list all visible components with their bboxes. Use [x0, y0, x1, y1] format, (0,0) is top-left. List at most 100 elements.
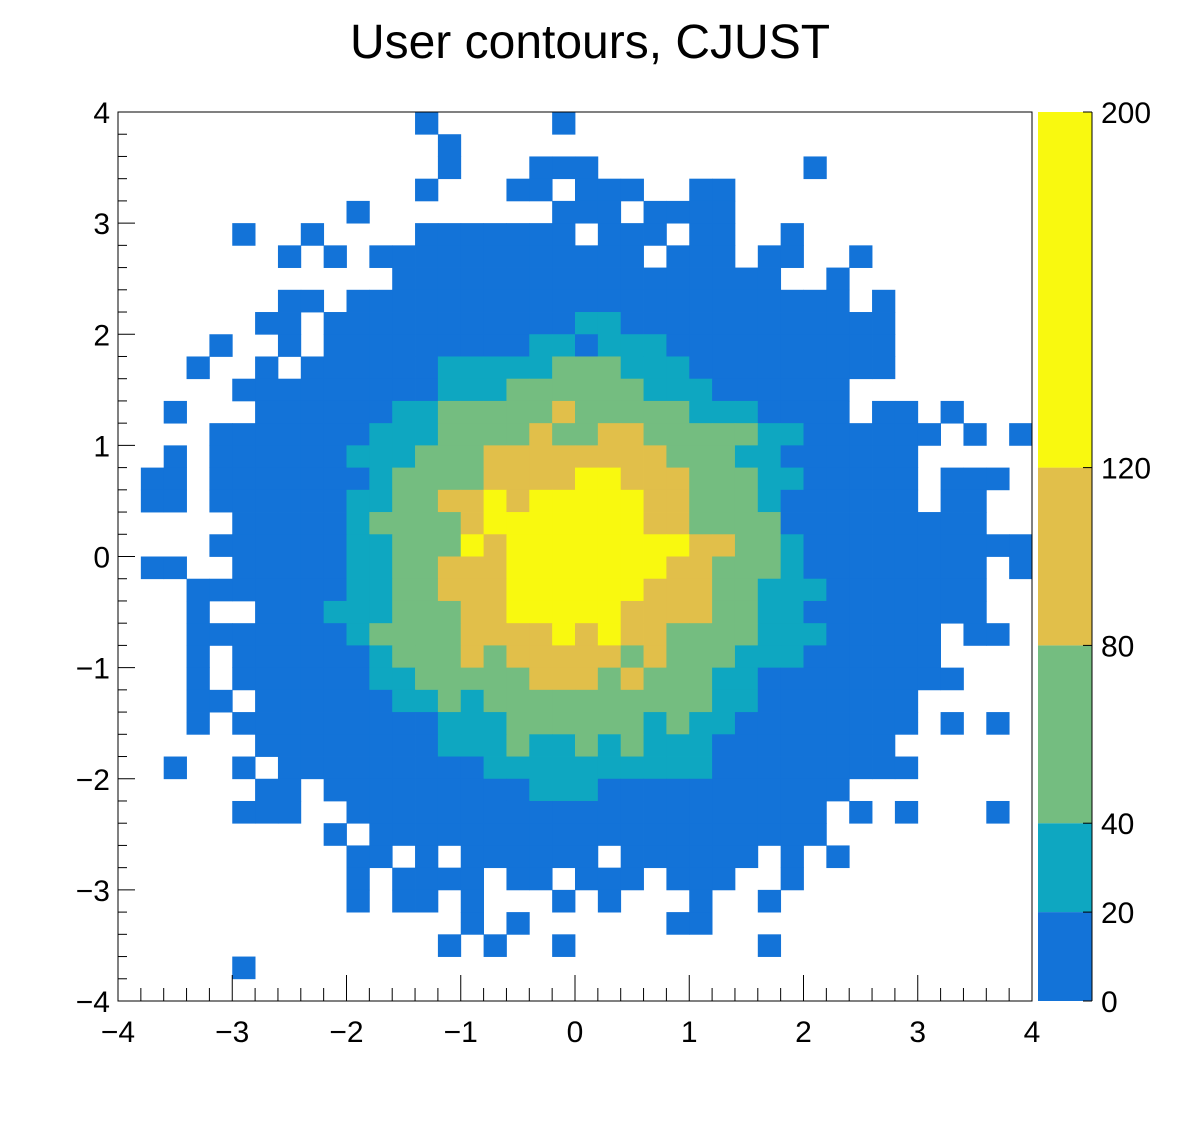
- heatmap-cell: [483, 600, 507, 624]
- heatmap-cell: [689, 556, 713, 580]
- heatmap-cell: [277, 556, 302, 580]
- heatmap-cell: [460, 756, 484, 780]
- heatmap-cell: [277, 645, 302, 669]
- heatmap-cell: [415, 712, 439, 735]
- heatmap-cell: [643, 756, 667, 780]
- heatmap-cell: [872, 334, 896, 357]
- heatmap-cell: [689, 845, 713, 869]
- heatmap-cell: [940, 578, 964, 602]
- heatmap-cell: [643, 334, 667, 357]
- heatmap-cell: [757, 600, 782, 624]
- heatmap-cell: [666, 445, 690, 468]
- heatmap-cell: [506, 423, 530, 446]
- heatmap-cell: [300, 756, 325, 780]
- heatmap-cell: [803, 312, 827, 335]
- heatmap-cell: [346, 467, 370, 491]
- heatmap-cell: [712, 823, 736, 846]
- heatmap-cell: [415, 378, 439, 402]
- heatmap-cell: [940, 667, 964, 691]
- heatmap-cell: [620, 645, 644, 669]
- heatmap-cell: [483, 223, 507, 246]
- heatmap-cell: [552, 934, 576, 957]
- heatmap-cell: [552, 645, 576, 669]
- heatmap-cell: [529, 245, 553, 268]
- heatmap-cell: [940, 467, 964, 491]
- heatmap-cell: [597, 400, 622, 424]
- heatmap-cell: [483, 645, 507, 669]
- heatmap-cell: [620, 756, 644, 780]
- heatmap-cell: [369, 556, 393, 580]
- heatmap-cell: [415, 534, 439, 557]
- heatmap-cell: [415, 178, 439, 202]
- heatmap-cell: [666, 200, 690, 224]
- heatmap-cell: [437, 800, 462, 824]
- heatmap-cell: [460, 623, 484, 646]
- heatmap-cell: [689, 889, 713, 913]
- heatmap-cell: [666, 623, 690, 646]
- heatmap-cell: [437, 467, 462, 491]
- heatmap-cell: [803, 489, 827, 513]
- heatmap-cell: [392, 600, 416, 624]
- heatmap-cell: [255, 489, 279, 513]
- heatmap-cell: [300, 645, 325, 669]
- heatmap-cell: [232, 712, 256, 735]
- heatmap-cell: [323, 667, 347, 691]
- heatmap-cell: [300, 534, 325, 557]
- heatmap-cell: [757, 356, 782, 380]
- heatmap-cell: [757, 445, 782, 468]
- heatmap-cell: [712, 245, 736, 268]
- heatmap-cell: [277, 334, 302, 357]
- heatmap-cell: [575, 312, 599, 335]
- heatmap-cell: [803, 556, 827, 580]
- heatmap-cell: [712, 667, 736, 691]
- heatmap-cell: [255, 778, 279, 802]
- heatmap-cell: [734, 556, 759, 580]
- heatmap-cell: [529, 645, 553, 669]
- heatmap-cell: [826, 756, 850, 780]
- heatmap-cell: [689, 689, 713, 713]
- heatmap-cell: [872, 712, 896, 735]
- heatmap-cell: [575, 734, 599, 757]
- heatmap-cell: [323, 467, 347, 491]
- heatmap-cell: [963, 556, 987, 580]
- heatmap-cell: [734, 667, 759, 691]
- heatmap-cell: [643, 667, 667, 691]
- heatmap-cell: [734, 778, 759, 802]
- heatmap-cell: [415, 223, 439, 246]
- heatmap-cell: [643, 712, 667, 735]
- heatmap-cell: [757, 467, 782, 491]
- colorbar-segment: [1038, 467, 1092, 646]
- heatmap-cell: [780, 800, 804, 824]
- heatmap-cell: [529, 534, 553, 557]
- heatmap-cell: [437, 645, 462, 669]
- heatmap-cell: [483, 445, 507, 468]
- colorbar-segment: [1038, 645, 1092, 824]
- heatmap-cell: [849, 756, 873, 780]
- heatmap-cell: [323, 245, 347, 268]
- heatmap-cell: [712, 223, 736, 246]
- heatmap-cell: [392, 556, 416, 580]
- heatmap-cell: [597, 667, 622, 691]
- heatmap-cell: [712, 756, 736, 780]
- heatmap-cell: [506, 823, 530, 846]
- heatmap-cell: [940, 489, 964, 513]
- heatmap-cell: [529, 867, 553, 891]
- heatmap-cell: [277, 400, 302, 424]
- heatmap-cell: [300, 623, 325, 646]
- heatmap-cell: [597, 578, 622, 602]
- heatmap-cell: [734, 712, 759, 735]
- heatmap-cell: [186, 356, 210, 380]
- heatmap-cell: [186, 712, 210, 735]
- heatmap-cell: [757, 823, 782, 846]
- heatmap-cell: [689, 334, 713, 357]
- heatmap-cell: [552, 467, 576, 491]
- heatmap-cell: [552, 600, 576, 624]
- heatmap-cell: [643, 378, 667, 402]
- heatmap-cell: [346, 289, 370, 313]
- heatmap-cell: [232, 378, 256, 402]
- heatmap-cell: [734, 534, 759, 557]
- heatmap-cell: [300, 734, 325, 757]
- heatmap-cell: [460, 334, 484, 357]
- heatmap-cell: [163, 445, 187, 468]
- heatmap-cell: [552, 889, 576, 913]
